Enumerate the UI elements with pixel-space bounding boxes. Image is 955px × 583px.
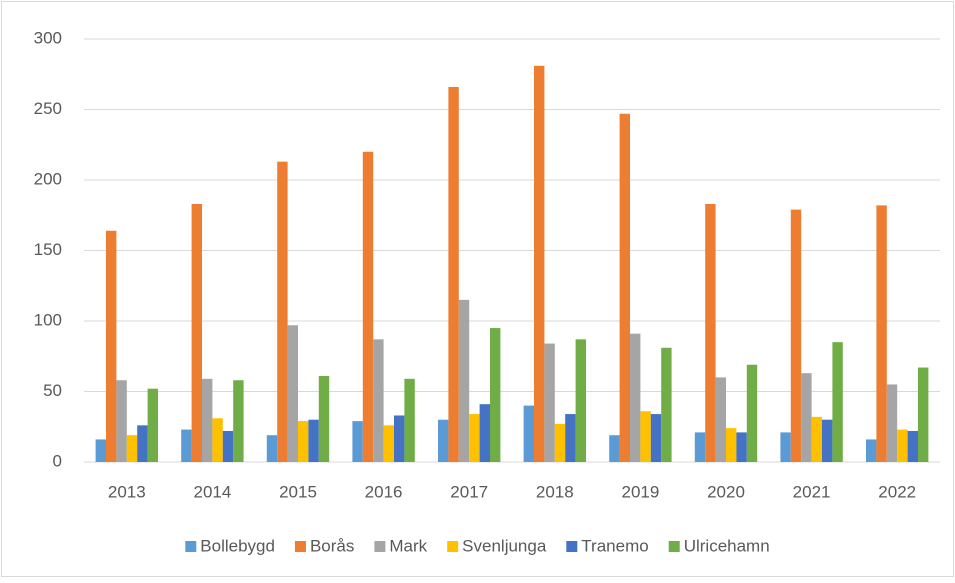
bar (106, 230, 117, 462)
legend-item: Ulricehamn (668, 536, 770, 555)
bar (191, 203, 202, 462)
legend-label: Svenljunga (462, 536, 547, 555)
bar (715, 377, 726, 462)
y-tick-label: 50 (43, 381, 62, 400)
y-tick-label: 100 (34, 310, 62, 329)
bar (650, 414, 662, 462)
legend-item: Bollebygd (185, 536, 275, 555)
bar (918, 367, 929, 462)
y-tick-label: 200 (34, 169, 62, 188)
x-tick-label: 2019 (621, 482, 659, 501)
legend-swatch (566, 541, 578, 552)
bar (469, 414, 480, 462)
bar (523, 405, 534, 462)
bar (126, 435, 138, 462)
x-tick-label: 2020 (707, 482, 745, 501)
legend-swatch (294, 541, 306, 552)
legend-item: Svenljunga (447, 536, 547, 555)
bar (116, 380, 127, 462)
bar (95, 439, 106, 462)
legend-label: Bollebygd (200, 536, 275, 555)
bar (308, 419, 319, 462)
bar (790, 209, 802, 462)
bar (233, 380, 244, 462)
bar (907, 430, 918, 462)
bar (266, 435, 278, 462)
y-tick-label: 150 (34, 240, 62, 259)
bar (661, 347, 672, 462)
legend-item: Borås (294, 536, 354, 555)
bar (222, 430, 234, 462)
legend-swatch (447, 541, 459, 552)
x-tick-label: 2018 (536, 482, 574, 501)
legend-swatch (185, 541, 197, 552)
bar (565, 414, 576, 462)
bar (630, 333, 641, 462)
legend-label: Mark (389, 536, 427, 555)
bar (544, 343, 555, 462)
bar (609, 435, 620, 462)
bar (298, 421, 309, 462)
bar (619, 113, 630, 462)
bar (811, 416, 822, 462)
bar (554, 423, 566, 462)
legend-label: Ulricehamn (684, 536, 770, 555)
legend-item: Mark (374, 536, 428, 555)
bar (832, 342, 843, 462)
bar (534, 65, 545, 462)
bar (746, 364, 758, 462)
bar (575, 339, 586, 462)
legend-item: Tranemo (566, 536, 649, 555)
bar (287, 325, 298, 462)
y-tick-label: 0 (53, 451, 62, 470)
bar (318, 375, 330, 462)
legend-label: Borås (310, 536, 354, 555)
legend-swatch (374, 541, 386, 552)
legend-label: Tranemo (581, 536, 648, 555)
bar (137, 425, 148, 462)
bar (640, 411, 651, 462)
x-tick-label: 2022 (878, 482, 916, 501)
x-tick-label: 2021 (793, 482, 831, 501)
bar (726, 428, 737, 462)
bar (404, 378, 415, 462)
bar (181, 429, 192, 462)
bar (373, 339, 384, 462)
bar (202, 378, 213, 462)
bar (458, 299, 470, 462)
bar (876, 205, 887, 462)
bar (780, 432, 791, 462)
x-tick-label: 2017 (450, 482, 488, 501)
bar (277, 161, 288, 463)
bar (448, 86, 459, 462)
bar (694, 432, 706, 462)
bar (801, 373, 812, 462)
bar (212, 418, 223, 462)
bar (822, 419, 833, 462)
bar (352, 421, 363, 462)
bar (736, 432, 747, 462)
x-tick-label: 2014 (193, 482, 231, 501)
bar (479, 404, 490, 462)
x-tick-label: 2013 (108, 482, 146, 501)
legend-swatch (668, 541, 680, 552)
bar (362, 151, 374, 463)
bar (394, 415, 405, 462)
x-tick-label: 2015 (279, 482, 317, 501)
bar (705, 203, 716, 462)
bar (866, 439, 877, 462)
x-tick-label: 2016 (365, 482, 403, 501)
bar (147, 388, 158, 462)
bar (490, 328, 501, 462)
y-tick-label: 300 (34, 28, 62, 47)
bar (383, 425, 394, 462)
bar (897, 429, 908, 462)
y-tick-label: 250 (34, 99, 62, 118)
bar (438, 419, 449, 462)
bar (886, 384, 898, 462)
